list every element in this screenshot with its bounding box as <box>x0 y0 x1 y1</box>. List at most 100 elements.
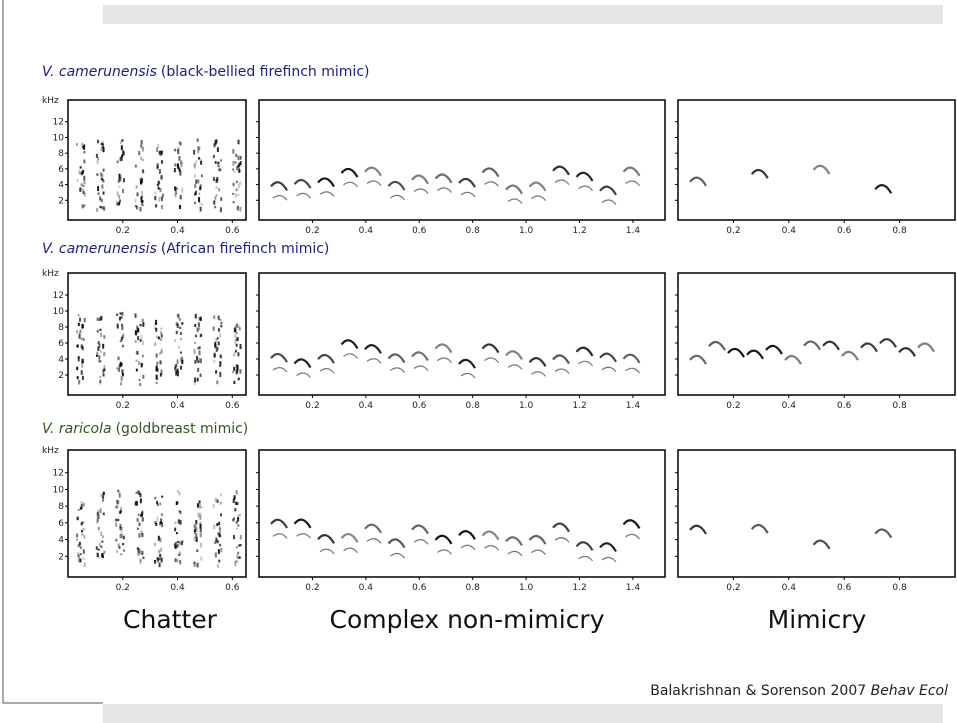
x-tick-label: 0.6 <box>412 226 427 236</box>
sound-blob <box>216 380 218 384</box>
sound-blob <box>139 550 141 555</box>
sound-blob <box>237 194 239 196</box>
sound-blob <box>196 537 198 542</box>
sound-blob <box>219 365 221 367</box>
sound-blob <box>240 544 242 546</box>
sound-blob <box>175 191 177 194</box>
sound-blob <box>180 332 182 335</box>
sound-blob <box>198 322 200 326</box>
x-tick-label: 0.6 <box>837 583 852 593</box>
sound-blob <box>121 312 123 316</box>
sound-blob <box>136 360 138 362</box>
sound-blob <box>137 528 139 530</box>
syllable <box>530 183 546 191</box>
syllable <box>318 178 334 186</box>
sound-blob <box>81 533 83 535</box>
sound-blob <box>142 322 144 327</box>
sound-blob <box>121 139 123 141</box>
row-title: V. raricola(goldbreast mimic) <box>42 421 248 437</box>
sound-blob <box>178 314 180 319</box>
sound-blob <box>197 503 199 507</box>
x-tick-label: 0.4 <box>170 401 185 411</box>
sound-blob <box>177 369 179 373</box>
sound-blob <box>99 206 101 208</box>
sound-blob <box>81 530 83 532</box>
species: V. camerunensis <box>42 241 157 257</box>
sound-blob <box>78 314 80 316</box>
sound-blob <box>194 380 196 385</box>
sound-blob <box>195 160 197 163</box>
syllable <box>899 348 915 356</box>
sound-blob <box>137 490 139 493</box>
sound-blob <box>81 363 83 368</box>
sound-blob <box>176 532 178 534</box>
sound-blob <box>234 334 236 338</box>
sound-blob <box>79 318 81 322</box>
sound-blob <box>194 202 196 204</box>
sound-blob <box>140 144 142 149</box>
syllable <box>690 178 706 186</box>
harmonic <box>297 534 311 539</box>
sound-blob <box>177 490 179 493</box>
sound-blob <box>177 149 179 154</box>
sound-blob <box>197 146 199 151</box>
sound-blob <box>116 314 118 316</box>
sound-blob <box>135 352 137 354</box>
sound-blob <box>193 150 195 155</box>
sound-blob <box>117 501 119 505</box>
syllable <box>785 356 801 364</box>
sound-blob <box>138 379 140 381</box>
sound-blob <box>220 159 222 161</box>
x-tick-label: 0.2 <box>305 583 319 593</box>
sound-blob <box>121 324 123 326</box>
syllable <box>577 348 593 356</box>
sound-blob <box>216 347 218 350</box>
syllable <box>342 340 358 348</box>
sound-blob <box>154 497 156 499</box>
sound-blob <box>100 350 102 354</box>
syllable <box>389 539 405 547</box>
harmonic <box>297 373 311 378</box>
sound-blob <box>101 184 103 188</box>
sound-blob <box>214 143 216 147</box>
sound-blob <box>135 501 137 505</box>
sound-blob <box>98 341 100 344</box>
sound-blob <box>141 533 143 537</box>
sound-blob <box>142 319 144 322</box>
harmonic <box>438 188 452 193</box>
syllable <box>318 355 334 363</box>
syllable <box>365 168 381 176</box>
sound-blob <box>219 528 221 533</box>
y-unit: kHz <box>42 446 59 456</box>
sound-blob <box>103 169 105 172</box>
harmonic <box>626 534 640 539</box>
sound-blob <box>195 335 197 337</box>
sound-blob <box>157 503 159 505</box>
x-tick-label: 0.4 <box>170 226 185 236</box>
x-tick-label: 1.0 <box>519 401 534 411</box>
sound-blob <box>155 204 157 207</box>
x-tick-label: 0.6 <box>225 401 240 411</box>
x-tick-label: 0.6 <box>412 583 427 593</box>
syllable <box>506 537 522 545</box>
sound-blob <box>194 360 196 363</box>
sound-blob <box>180 351 182 353</box>
syllable <box>553 167 569 175</box>
x-tick-label: 1.4 <box>626 226 641 236</box>
sound-blob <box>234 508 236 511</box>
sound-blob <box>135 331 137 335</box>
syllable <box>823 342 839 350</box>
sound-blob <box>154 560 156 564</box>
sound-blob <box>140 559 142 562</box>
sound-blob <box>96 174 98 176</box>
sound-blob <box>240 344 242 349</box>
sound-blob <box>194 563 196 567</box>
sound-blob <box>78 559 80 562</box>
sound-blob <box>220 513 222 516</box>
sound-blob <box>232 149 234 154</box>
sound-blob <box>176 322 178 326</box>
harmonic <box>508 551 522 556</box>
sound-blob <box>81 183 83 186</box>
sound-blob <box>174 339 176 342</box>
harmonic <box>461 545 475 550</box>
